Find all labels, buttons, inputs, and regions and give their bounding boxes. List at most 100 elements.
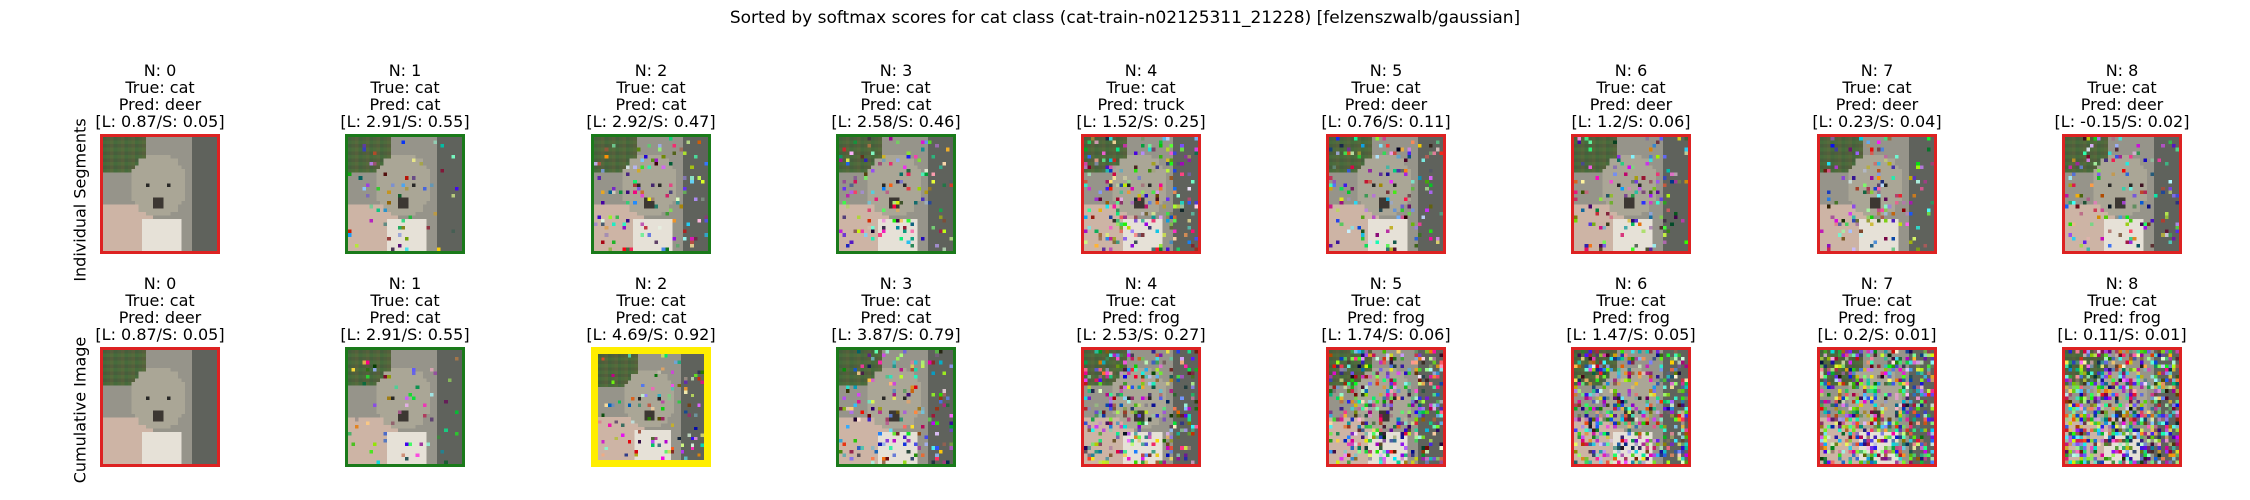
- panel-r0-c2: N: 2 True: cat Pred: cat [L: 2.92/S: 0.47]: [561, 62, 741, 262]
- caption-n: N: 0: [143, 274, 177, 293]
- panel-caption: N: 4 True: cat Pred: frog [L: 2.53/S: 0.27]: [1051, 275, 1231, 343]
- panel-caption: N: 8 True: cat Pred: deer [L: -0.15/S: 0.02…: [2032, 62, 2212, 130]
- thumbnail-canvas: [839, 350, 953, 464]
- caption-pred: Pred: cat: [615, 95, 687, 114]
- caption-pred: Pred: frog: [1838, 308, 1916, 327]
- panel-r0-c5: N: 5 True: cat Pred: deer [L: 0.76/S: 0.11]: [1296, 62, 1476, 262]
- caption-true: True: cat: [1596, 78, 1666, 97]
- caption-n: N: 8: [2105, 274, 2139, 293]
- caption-score: [L: 2.53/S: 0.27]: [1076, 325, 1206, 344]
- caption-true: True: cat: [861, 78, 931, 97]
- caption-pred: Pred: frog: [2083, 308, 2161, 327]
- panel-caption: N: 4 True: cat Pred: truck [L: 1.52/S: 0.25…: [1051, 62, 1231, 130]
- caption-true: True: cat: [1351, 78, 1421, 97]
- thumbnail-canvas: [2065, 137, 2179, 251]
- caption-pred: Pred: deer: [1344, 95, 1428, 114]
- caption-n: N: 6: [1614, 274, 1648, 293]
- caption-true: True: cat: [2087, 78, 2157, 97]
- panel-r1-c1: N: 1 True: cat Pred: cat [L: 2.91/S: 0.55]: [315, 275, 495, 475]
- caption-pred: Pred: deer: [118, 95, 202, 114]
- caption-pred: Pred: frog: [1347, 308, 1425, 327]
- caption-true: True: cat: [1106, 291, 1176, 310]
- caption-n: N: 4: [1124, 61, 1158, 80]
- thumbnail-canvas: [598, 354, 704, 460]
- image-thumbnail: [1817, 134, 1937, 254]
- caption-true: True: cat: [861, 291, 931, 310]
- caption-n: N: 0: [143, 61, 177, 80]
- thumbnail-canvas: [2065, 350, 2179, 464]
- thumbnail-canvas: [1084, 137, 1198, 251]
- panel-r1-c0: N: 0 True: cat Pred: deer [L: 0.87/S: 0.05]: [70, 275, 250, 475]
- caption-n: N: 5: [1369, 61, 1403, 80]
- caption-n: N: 2: [634, 61, 668, 80]
- panel-r0-c0: N: 0 True: cat Pred: deer [L: 0.87/S: 0.05]: [70, 62, 250, 262]
- caption-score: [L: 1.74/S: 0.06]: [1321, 325, 1451, 344]
- caption-pred: Pred: deer: [1835, 95, 1919, 114]
- caption-score: [L: 0.11/S: 0.01]: [2057, 325, 2187, 344]
- image-thumbnail: [1326, 134, 1446, 254]
- image-thumbnail: [1326, 347, 1446, 467]
- thumbnail-canvas: [1084, 350, 1198, 464]
- image-thumbnail: [345, 347, 465, 467]
- caption-n: N: 1: [388, 274, 422, 293]
- panel-caption: N: 0 True: cat Pred: deer [L: 0.87/S: 0.05]: [70, 62, 250, 130]
- panel-caption: N: 6 True: cat Pred: frog [L: 1.47/S: 0.05]: [1541, 275, 1721, 343]
- panel-r1-c6: N: 6 True: cat Pred: frog [L: 1.47/S: 0.05]: [1541, 275, 1721, 475]
- caption-true: True: cat: [125, 291, 195, 310]
- caption-n: N: 7: [1860, 61, 1894, 80]
- panel-caption: N: 8 True: cat Pred: frog [L: 0.11/S: 0.01]: [2032, 275, 2212, 343]
- image-thumbnail: [2062, 347, 2182, 467]
- caption-pred: Pred: frog: [1102, 308, 1180, 327]
- caption-score: [L: 2.91/S: 0.55]: [340, 112, 470, 131]
- caption-score: [L: 0.2/S: 0.01]: [1817, 325, 1937, 344]
- image-thumbnail: [1081, 134, 1201, 254]
- caption-score: [L: 0.87/S: 0.05]: [95, 112, 225, 131]
- panel-r0-c3: N: 3 True: cat Pred: cat [L: 2.58/S: 0.46]: [806, 62, 986, 262]
- panel-caption: N: 0 True: cat Pred: deer [L: 0.87/S: 0.05]: [70, 275, 250, 343]
- panel-caption: N: 1 True: cat Pred: cat [L: 2.91/S: 0.55]: [315, 275, 495, 343]
- caption-pred: Pred: cat: [369, 95, 441, 114]
- caption-true: True: cat: [616, 291, 686, 310]
- caption-score: [L: 0.87/S: 0.05]: [95, 325, 225, 344]
- caption-n: N: 8: [2105, 61, 2139, 80]
- caption-n: N: 5: [1369, 274, 1403, 293]
- panel-r0-c6: N: 6 True: cat Pred: deer [L: 1.2/S: 0.06]: [1541, 62, 1721, 262]
- caption-n: N: 4: [1124, 274, 1158, 293]
- caption-true: True: cat: [2087, 291, 2157, 310]
- panel-caption: N: 5 True: cat Pred: deer [L: 0.76/S: 0.11]: [1296, 62, 1476, 130]
- caption-pred: Pred: truck: [1097, 95, 1185, 114]
- image-thumbnail: [100, 134, 220, 254]
- image-thumbnail: [591, 347, 711, 467]
- caption-score: [L: 1.2/S: 0.06]: [1571, 112, 1691, 131]
- caption-score: [L: 4.69/S: 0.92]: [586, 325, 716, 344]
- panel-caption: N: 1 True: cat Pred: cat [L: 2.91/S: 0.55]: [315, 62, 495, 130]
- thumbnail-canvas: [1329, 350, 1443, 464]
- panel-r1-c2: N: 2 True: cat Pred: cat [L: 4.69/S: 0.92]: [561, 275, 741, 475]
- thumbnail-canvas: [103, 137, 217, 251]
- panel-r0-c4: N: 4 True: cat Pred: truck [L: 1.52/S: 0.25…: [1051, 62, 1231, 262]
- caption-score: [L: 3.87/S: 0.79]: [831, 325, 961, 344]
- caption-score: [L: 2.91/S: 0.55]: [340, 325, 470, 344]
- caption-pred: Pred: cat: [615, 308, 687, 327]
- caption-pred: Pred: cat: [369, 308, 441, 327]
- panel-caption: N: 7 True: cat Pred: frog [L: 0.2/S: 0.01]: [1787, 275, 1967, 343]
- caption-n: N: 1: [388, 61, 422, 80]
- thumbnail-canvas: [1820, 350, 1934, 464]
- caption-true: True: cat: [1842, 291, 1912, 310]
- caption-pred: Pred: deer: [118, 308, 202, 327]
- caption-pred: Pred: frog: [1592, 308, 1670, 327]
- panel-caption: N: 3 True: cat Pred: cat [L: 2.58/S: 0.46]: [806, 62, 986, 130]
- caption-n: N: 3: [879, 61, 913, 80]
- thumbnail-canvas: [103, 350, 217, 464]
- caption-score: [L: 1.47/S: 0.05]: [1566, 325, 1696, 344]
- thumbnail-canvas: [348, 350, 462, 464]
- figure-title: Sorted by softmax scores for cat class (…: [729, 8, 1521, 28]
- caption-pred: Pred: cat: [860, 308, 932, 327]
- panel-caption: N: 6 True: cat Pred: deer [L: 1.2/S: 0.06]: [1541, 62, 1721, 130]
- caption-true: True: cat: [616, 78, 686, 97]
- panel-caption: N: 5 True: cat Pred: frog [L: 1.74/S: 0.06]: [1296, 275, 1476, 343]
- caption-n: N: 7: [1860, 274, 1894, 293]
- caption-n: N: 6: [1614, 61, 1648, 80]
- image-thumbnail: [591, 134, 711, 254]
- caption-pred: Pred: deer: [2080, 95, 2164, 114]
